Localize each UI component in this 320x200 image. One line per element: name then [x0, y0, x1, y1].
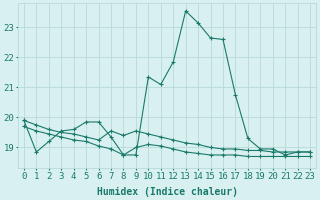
X-axis label: Humidex (Indice chaleur): Humidex (Indice chaleur) — [97, 186, 237, 197]
